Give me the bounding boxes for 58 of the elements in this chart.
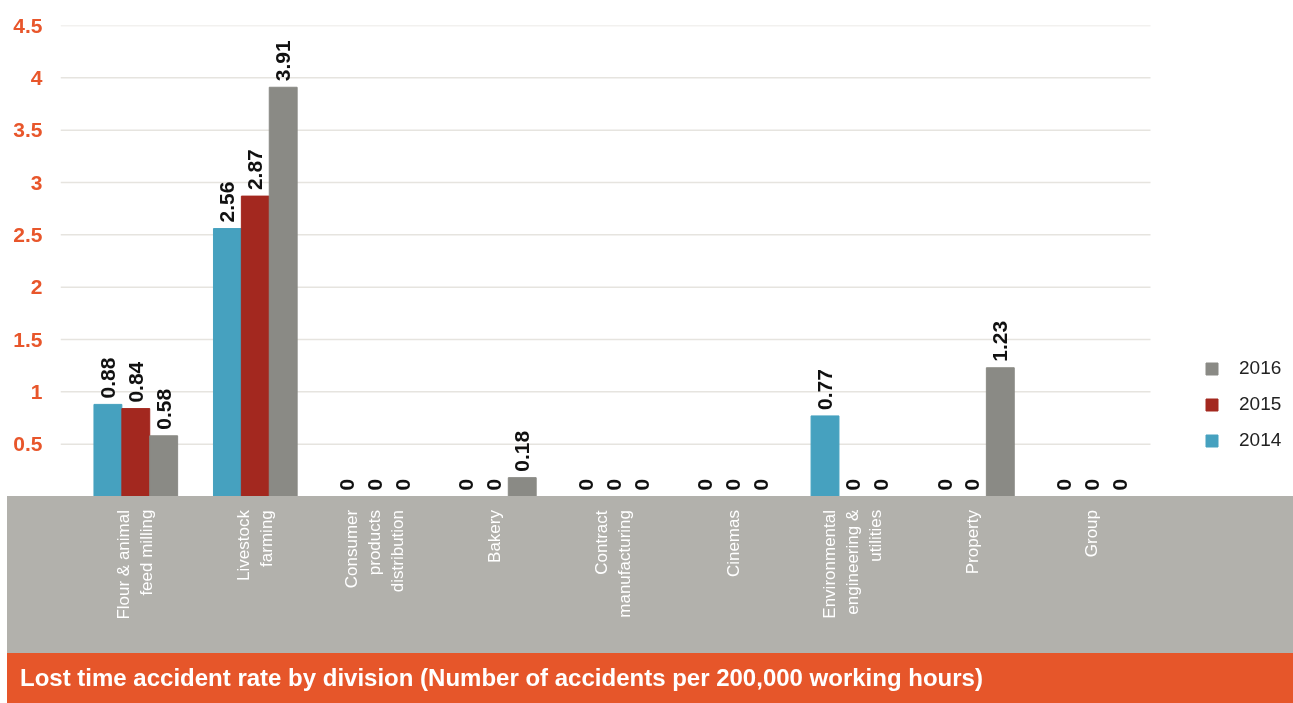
x-tick-label: Livestock farming	[232, 510, 277, 581]
y-tick-label: 3.5	[13, 118, 43, 142]
data-label: 0	[721, 478, 745, 491]
data-label: 0.58	[151, 388, 175, 430]
data-label: 0.77	[813, 369, 837, 410]
x-tick-label: Consumer products distribution	[340, 510, 408, 593]
data-label: 0	[482, 478, 506, 491]
data-label: 0	[454, 478, 478, 491]
data-label: 0	[840, 478, 864, 491]
x-tick-label: Bakery	[483, 510, 505, 563]
x-tick-label: Flour & animal feed milling	[113, 510, 158, 620]
data-label: 0.18	[510, 430, 534, 472]
legend-label: 2016	[1239, 357, 1282, 379]
x-tick-label: Environmental engineering & utilities	[818, 510, 886, 619]
x-tick-label: Group	[1080, 510, 1102, 558]
data-label: 0	[362, 478, 386, 491]
bar	[240, 195, 270, 496]
bar	[268, 86, 298, 496]
legend-label: 2015	[1239, 393, 1282, 415]
data-label: 0	[1052, 478, 1076, 491]
x-tick-label: Cinemas	[722, 510, 744, 578]
y-tick-label: 2.5	[13, 222, 43, 246]
data-label: 0.84	[123, 361, 147, 403]
data-label: 0	[932, 478, 956, 491]
data-label: 0	[390, 478, 414, 491]
data-label: 2.87	[243, 149, 267, 191]
data-label: 0	[334, 478, 358, 491]
bar	[985, 367, 1015, 496]
bar	[93, 403, 123, 496]
data-label: 0	[868, 478, 892, 491]
bar	[149, 435, 179, 496]
data-label: 0	[1079, 478, 1103, 491]
bar	[810, 415, 840, 496]
legend-label: 2014	[1239, 429, 1282, 451]
title-band: Lost time accident rate by division (Number of accidents per 200,000 working hours)	[7, 653, 1293, 703]
data-label: 1.23	[988, 320, 1012, 362]
data-label: 0	[693, 478, 717, 491]
y-tick-label: 1	[30, 379, 43, 403]
y-tick-label: 1.5	[13, 327, 43, 351]
bar	[212, 228, 242, 496]
y-tick-label: 0.5	[13, 432, 43, 456]
y-tick-label: 3	[30, 170, 43, 194]
y-tick-label: 4.5	[13, 13, 43, 37]
data-label: 0	[960, 478, 984, 491]
y-tick-label: 4	[30, 65, 43, 89]
data-label: 0	[1107, 478, 1131, 491]
data-label: 3.91	[271, 40, 295, 82]
x-tick-label: Property	[961, 510, 983, 575]
x-tick-label: Contract manufacturing	[591, 510, 636, 618]
data-label: 0	[601, 478, 625, 491]
data-label: 0.88	[95, 357, 119, 399]
data-label: 0	[573, 478, 597, 491]
y-tick-label: 2	[30, 275, 43, 299]
data-label: 0	[749, 478, 773, 491]
data-label: 2.56	[215, 181, 239, 223]
data-label: 0	[629, 478, 653, 491]
bar	[507, 477, 537, 496]
bar	[121, 408, 151, 496]
